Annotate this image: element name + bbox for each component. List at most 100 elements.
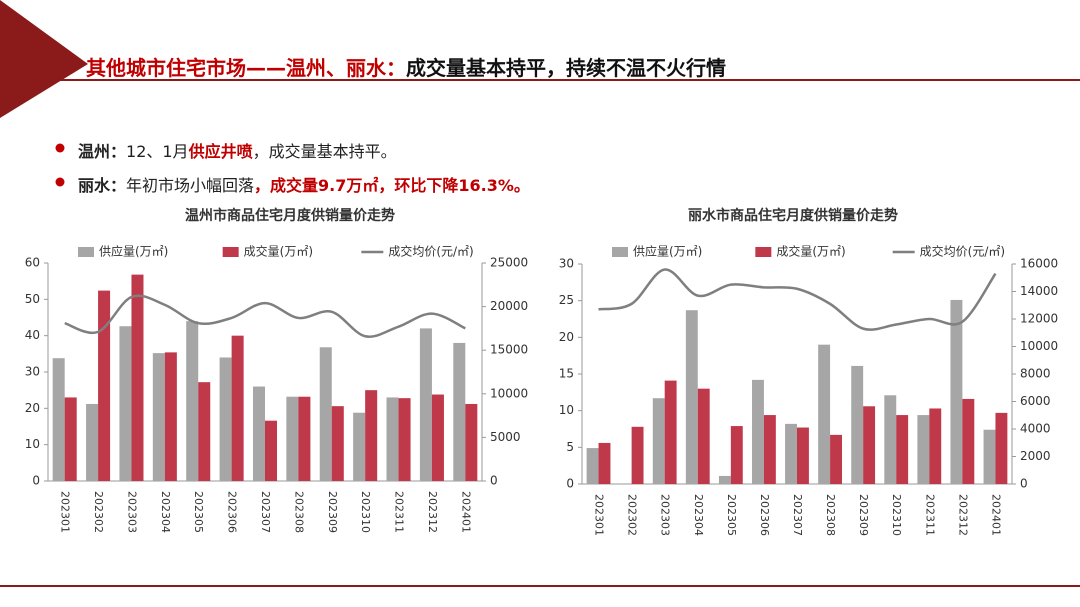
x-tick-label: 202312 bbox=[956, 494, 969, 536]
bar bbox=[652, 398, 665, 484]
bar bbox=[586, 448, 599, 484]
x-tick-label: 202309 bbox=[326, 491, 339, 533]
bar bbox=[86, 403, 99, 481]
x-tick-label: 202301 bbox=[59, 491, 72, 533]
chart: 温州市商品住宅月度供销量价走势 0 10 20 30 40 50 60 0 5000 10000 15… bbox=[25, 207, 528, 533]
title-part: 成交量基本持平，持续不温不火行情 bbox=[406, 56, 726, 80]
y2-tick-label: 14000 bbox=[1020, 284, 1058, 298]
y2-tick-label: 10000 bbox=[1020, 339, 1058, 353]
bar bbox=[131, 274, 144, 481]
bar bbox=[419, 328, 432, 481]
x-tick-label: 202308 bbox=[292, 491, 305, 533]
bar bbox=[265, 420, 278, 481]
y2-tick-label: 25000 bbox=[490, 256, 528, 270]
legend-marker bbox=[78, 247, 94, 257]
bar bbox=[453, 342, 466, 481]
bar bbox=[631, 426, 644, 484]
bullet-text: 年初市场小幅回落 bbox=[126, 176, 255, 195]
bar bbox=[353, 412, 366, 481]
bar bbox=[52, 358, 65, 481]
y2-tick-label: 2000 bbox=[1020, 449, 1051, 463]
x-tick-label: 202305 bbox=[192, 491, 205, 533]
bar bbox=[286, 396, 299, 481]
x-tick-label: 202306 bbox=[758, 494, 771, 536]
y2-tick-label: 10000 bbox=[490, 386, 528, 400]
bullet-text: 12、1月 bbox=[126, 142, 189, 161]
bar bbox=[365, 390, 378, 481]
bar bbox=[252, 386, 265, 481]
price-line bbox=[598, 268, 997, 331]
legend-label: 成交量(万㎡) bbox=[244, 244, 313, 259]
x-tick-label: 202302 bbox=[92, 491, 105, 533]
bullet-dot bbox=[55, 143, 65, 153]
bullet: 丽水：年初市场小幅回落，成交量9.7万㎡，环比下降16.3%。 bbox=[78, 172, 530, 196]
y-tick-label: 0 bbox=[566, 477, 574, 491]
y-tick-label: 20 bbox=[25, 401, 40, 415]
x-tick-label: 202301 bbox=[593, 494, 606, 536]
bullet-dot bbox=[55, 177, 65, 187]
x-tick-label: 202311 bbox=[393, 491, 406, 533]
x-tick-label: 202304 bbox=[159, 491, 172, 533]
chart-title: 丽水市商品住宅月度供销量价走势 bbox=[688, 207, 898, 224]
legend-label: 供应量(万㎡) bbox=[99, 244, 168, 259]
y-tick-label: 0 bbox=[32, 474, 40, 488]
bar bbox=[598, 442, 611, 484]
bar bbox=[64, 397, 77, 481]
bar bbox=[752, 379, 764, 484]
y-tick-label: 20 bbox=[559, 330, 574, 344]
y-tick-label: 10 bbox=[559, 403, 574, 417]
y2-tick-label: 8000 bbox=[1020, 367, 1051, 381]
y2-tick-label: 16000 bbox=[1020, 257, 1058, 271]
corner-triangle bbox=[0, 0, 88, 118]
bar bbox=[685, 310, 698, 484]
y-tick-label: 30 bbox=[559, 257, 574, 271]
legend-marker bbox=[755, 247, 772, 257]
bar bbox=[851, 365, 864, 484]
legend-label: 供应量(万㎡) bbox=[633, 244, 702, 259]
x-tick-label: 202307 bbox=[791, 494, 804, 536]
bar bbox=[119, 326, 132, 481]
y-tick-label: 10 bbox=[25, 437, 40, 451]
bar bbox=[219, 357, 232, 481]
bar bbox=[198, 382, 211, 481]
bullet-label: 丽水： bbox=[78, 176, 127, 195]
y2-tick-label: 0 bbox=[1020, 477, 1028, 491]
x-tick-label: 202304 bbox=[692, 494, 705, 536]
bullet: 温州：12、1月供应井喷，成交量基本持平。 bbox=[78, 138, 397, 162]
bar bbox=[763, 415, 776, 484]
bar bbox=[983, 429, 996, 484]
bar bbox=[664, 380, 677, 484]
y2-tick-label: 0 bbox=[490, 474, 498, 488]
x-tick-label: 202312 bbox=[426, 491, 439, 533]
bar bbox=[929, 408, 942, 484]
bar bbox=[386, 397, 399, 481]
bar bbox=[830, 434, 842, 484]
y2-tick-label: 20000 bbox=[490, 299, 528, 313]
y-tick-label: 30 bbox=[25, 365, 40, 379]
bar bbox=[298, 396, 311, 481]
legend-marker bbox=[612, 247, 628, 257]
x-tick-label: 202309 bbox=[857, 494, 870, 536]
y2-tick-label: 4000 bbox=[1020, 422, 1051, 436]
bar bbox=[465, 403, 478, 481]
bar bbox=[697, 388, 710, 484]
y2-tick-label: 15000 bbox=[490, 343, 528, 357]
x-tick-label: 202305 bbox=[725, 494, 738, 536]
legend-label: 成交均价(元/㎡) bbox=[388, 244, 473, 259]
bar bbox=[319, 347, 332, 481]
bar bbox=[164, 352, 177, 481]
bar bbox=[98, 290, 111, 481]
y-tick-label: 15 bbox=[559, 367, 574, 381]
legend-marker bbox=[222, 247, 239, 257]
bar bbox=[884, 395, 897, 484]
bullet-text: ，成交量基本持平。 bbox=[252, 142, 397, 161]
legend-label: 成交量(万㎡) bbox=[776, 244, 845, 259]
bar bbox=[962, 398, 975, 484]
x-tick-label: 202401 bbox=[989, 494, 1002, 536]
y-tick-label: 5 bbox=[566, 440, 574, 454]
chart-title: 温州市商品住宅月度供销量价走势 bbox=[185, 207, 395, 224]
y2-tick-label: 12000 bbox=[1020, 312, 1058, 326]
bar bbox=[950, 299, 963, 484]
